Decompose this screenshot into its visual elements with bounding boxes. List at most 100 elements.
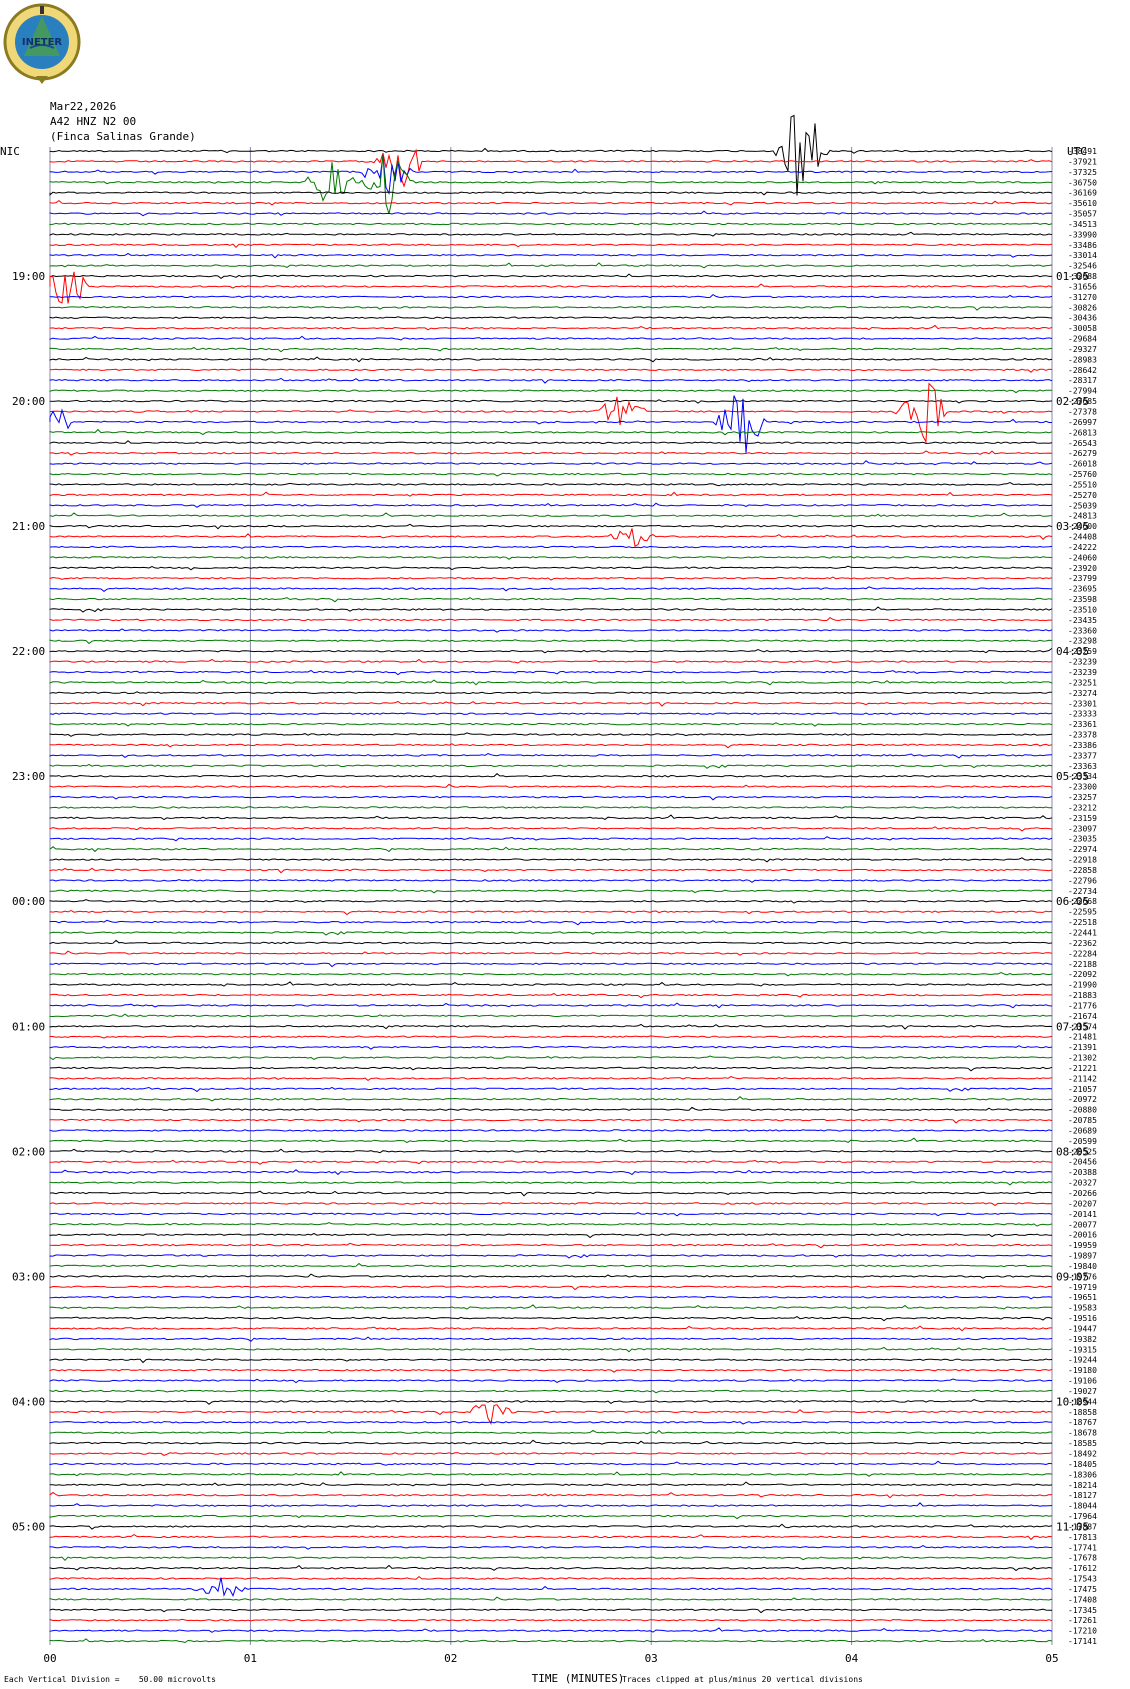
trace-offset-label: -19027: [1068, 1387, 1097, 1396]
trace-80: [49, 981, 1053, 987]
trace-offset-label: -38491: [1068, 147, 1097, 156]
trace-offset-label: -20972: [1068, 1095, 1097, 1104]
trace-23: [49, 389, 1052, 394]
trace-offset-label: -20880: [1068, 1106, 1097, 1115]
trace-offset-label: -21574: [1068, 1022, 1097, 1031]
trace-68: [49, 857, 1053, 863]
trace-offset-label: -26018: [1068, 460, 1097, 469]
trace-99: [49, 1181, 1053, 1186]
left-hour-label: 21:00: [12, 520, 45, 533]
trace-offset-label: -18678: [1068, 1429, 1097, 1438]
logo-text: INETER: [21, 37, 63, 48]
trace-offset-label: -21481: [1068, 1033, 1097, 1042]
trace-8: [49, 231, 1053, 237]
x-axis-label: TIME (MINUTES): [532, 1672, 625, 1685]
trace-50: [49, 669, 1053, 676]
date-label: Mar22,2026: [50, 100, 117, 113]
right-hour-label: 10:05: [1056, 1395, 1089, 1408]
trace-1: [49, 148, 1053, 188]
trace-offset-label: -33014: [1068, 251, 1097, 260]
trace-offset-label: -20207: [1068, 1199, 1097, 1208]
trace-offset-label: -20077: [1068, 1220, 1097, 1229]
trace-135: [49, 1556, 1053, 1562]
trace-offset-label: -31270: [1068, 293, 1097, 302]
right-hour-label: 11:05: [1056, 1520, 1089, 1533]
trace-offset-label: -25270: [1068, 491, 1097, 500]
trace-offset-label: -29684: [1068, 335, 1097, 344]
trace-offset-label: -17678: [1068, 1554, 1097, 1563]
right-hour-label: 09:05: [1056, 1270, 1089, 1283]
trace-offset-label: -18858: [1068, 1408, 1097, 1417]
trace-offset-label: -26543: [1068, 439, 1097, 448]
trace-offset-label: -18044: [1068, 1502, 1097, 1511]
trace-24: [49, 399, 1053, 404]
x-tick-label: 00: [43, 1652, 56, 1665]
trace-offset-label: -34513: [1068, 220, 1097, 229]
trace-127: [49, 1471, 1053, 1477]
trace-offset-label: -19776: [1068, 1272, 1097, 1281]
trace-offset-label: -19180: [1068, 1366, 1097, 1375]
trace-104: [49, 1232, 1053, 1239]
trace-offset-label: -22858: [1068, 866, 1097, 875]
trace-offset-label: -20388: [1068, 1168, 1097, 1177]
trace-offset-label: -17345: [1068, 1606, 1097, 1615]
trace-78: [49, 962, 1053, 968]
trace-65: [49, 826, 1053, 832]
trace-95: [49, 1137, 1053, 1144]
trace-offset-label: -23799: [1068, 574, 1097, 583]
trace-87: [49, 1055, 1053, 1061]
trace-offset-label: -20141: [1068, 1210, 1097, 1219]
trace-47: [49, 639, 1053, 645]
right-hour-label: 03:05: [1056, 520, 1089, 533]
trace-13: [49, 271, 1053, 304]
trace-93: [49, 1118, 1053, 1124]
trace-offset-label: -24600: [1068, 522, 1097, 531]
trace-41: [49, 576, 1053, 581]
left-zone-label: NIC: [0, 145, 20, 158]
trace-offset-label: -17964: [1068, 1512, 1097, 1521]
left-hour-label: 02:00: [12, 1145, 45, 1158]
trace-offset-label: -20525: [1068, 1147, 1097, 1156]
trace-offset-label: -18127: [1068, 1491, 1097, 1500]
trace-offset-label: -19897: [1068, 1252, 1097, 1261]
trace-116: [49, 1358, 1053, 1364]
trace-3: [49, 154, 1053, 215]
x-tick-label: 01: [244, 1652, 257, 1665]
left-hour-label: 00:00: [12, 895, 45, 908]
trace-79: [49, 972, 1053, 977]
trace-offset-label: -22518: [1068, 918, 1097, 927]
trace-offset-label: -21221: [1068, 1064, 1097, 1073]
trace-29: [49, 450, 1053, 456]
trace-offset-label: -17813: [1068, 1533, 1097, 1542]
trace-offset-label: -19651: [1068, 1293, 1097, 1302]
trace-66: [49, 836, 1053, 842]
trace-113: [49, 1325, 1053, 1332]
trace-offset-label: -21674: [1068, 1012, 1097, 1021]
right-hour-label: 02:05: [1056, 395, 1089, 408]
trace-offset-label: -23920: [1068, 564, 1097, 573]
left-hour-label: 19:00: [12, 270, 45, 283]
trace-97: [49, 1159, 1053, 1165]
trace-74: [49, 919, 1052, 926]
trace-offset-label: -23377: [1068, 751, 1097, 760]
trace-offset-label: -18306: [1068, 1470, 1097, 1479]
trace-offset-label: -22092: [1068, 970, 1097, 979]
trace-136: [49, 1564, 1053, 1572]
trace-offset-label: -31656: [1068, 282, 1097, 291]
trace-124: [49, 1439, 1052, 1445]
right-zone-label: UTC: [1067, 145, 1087, 158]
trace-98: [49, 1169, 1053, 1176]
minute-gridlines: [49, 147, 1053, 1646]
trace-108: [49, 1273, 1053, 1279]
trace-117: [49, 1368, 1053, 1373]
trace-offset-label: -17141: [1068, 1637, 1097, 1646]
trace-offset-label: -23257: [1068, 793, 1097, 802]
trace-offset-label: -24813: [1068, 512, 1097, 521]
trace-35: [49, 512, 1053, 517]
trace-125: [49, 1451, 1053, 1456]
trace-30: [49, 460, 1053, 466]
trace-offset-label: -35610: [1068, 199, 1097, 208]
trace-offset-label: -18214: [1068, 1481, 1097, 1490]
trace-offset-label: -17543: [1068, 1575, 1097, 1584]
trace-offset-label: -18492: [1068, 1450, 1097, 1459]
